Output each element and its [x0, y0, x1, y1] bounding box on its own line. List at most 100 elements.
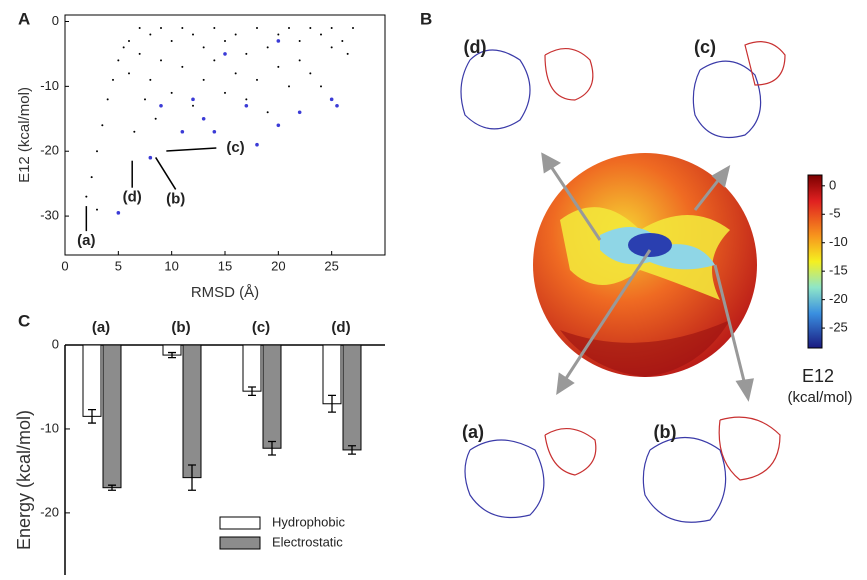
- y-axis-title: E12 (kcal/mol): [16, 87, 33, 183]
- point: [234, 72, 237, 75]
- structure-label: (b): [654, 422, 677, 442]
- point: [213, 59, 216, 62]
- panel-label: A: [18, 9, 30, 28]
- point: [309, 72, 312, 75]
- x-tick-label: 25: [324, 258, 338, 273]
- point: [192, 104, 194, 107]
- error-bar: [268, 440, 276, 456]
- error-bar: [188, 464, 196, 491]
- error-bar: [348, 445, 356, 455]
- point: [138, 26, 141, 29]
- x-tick-label: 5: [115, 258, 122, 273]
- error-bar: [108, 484, 116, 491]
- point: [213, 26, 216, 29]
- colorbar-tick-label: 0: [829, 177, 836, 192]
- bar: [82, 344, 102, 417]
- point: [181, 65, 184, 68]
- point: [297, 110, 302, 115]
- bar: [182, 344, 202, 479]
- point: [335, 104, 339, 108]
- legend-swatch: [219, 516, 261, 530]
- y-tick-label: -10: [40, 78, 59, 93]
- point: [256, 26, 258, 29]
- error-bar: [248, 386, 256, 397]
- y-tick-label: 0: [52, 336, 59, 351]
- point: [276, 39, 281, 43]
- point: [181, 26, 184, 29]
- panel-label: C: [18, 311, 30, 330]
- point: [149, 33, 152, 36]
- point: [144, 98, 146, 101]
- point: [266, 111, 269, 114]
- protein-structures: [460, 41, 786, 523]
- point: [224, 91, 226, 94]
- point: [170, 91, 173, 94]
- error-bar: [88, 408, 96, 424]
- panel-label: B: [420, 9, 432, 28]
- y-tick-label: -30: [40, 208, 59, 223]
- y-tick-label: 0: [52, 13, 59, 28]
- point: [117, 59, 120, 62]
- point: [106, 98, 109, 101]
- colorbar-label: E12: [802, 366, 834, 386]
- point: [149, 78, 152, 81]
- point: [288, 26, 290, 29]
- structure-label: (d): [464, 37, 487, 57]
- sphere: [533, 153, 757, 377]
- annotation: (d): [123, 189, 142, 206]
- y-tick-label: -20: [40, 504, 59, 519]
- point: [96, 150, 98, 153]
- point: [320, 85, 322, 88]
- point: [116, 211, 121, 215]
- point: [133, 130, 136, 133]
- point: [159, 104, 163, 108]
- y-tick-label: -10: [40, 420, 59, 435]
- point: [330, 46, 333, 49]
- point: [122, 46, 125, 49]
- point: [277, 33, 280, 36]
- point: [138, 52, 141, 55]
- bar: [262, 344, 282, 449]
- point: [180, 129, 185, 134]
- legend-label: Electrostatic: [272, 534, 343, 549]
- point: [244, 104, 249, 108]
- point: [201, 116, 206, 121]
- point: [191, 97, 195, 102]
- point: [276, 123, 281, 128]
- x-tick-label: 20: [271, 258, 285, 273]
- x-tick-label: 10: [164, 258, 178, 273]
- point: [154, 117, 157, 120]
- colorbar-tick-label: -10: [829, 234, 848, 249]
- point: [223, 52, 227, 56]
- x-tick-label: 0: [61, 258, 68, 273]
- point: [96, 208, 98, 211]
- x-tick-label: 15: [218, 258, 232, 273]
- bar: [242, 344, 262, 392]
- point: [90, 176, 93, 179]
- colorbar-tick-label: -20: [829, 291, 848, 306]
- point: [277, 65, 280, 68]
- structure-label: (c): [694, 37, 716, 57]
- annotation: (c): [226, 139, 244, 156]
- point: [346, 52, 349, 55]
- point: [255, 142, 259, 147]
- error-bar: [328, 394, 336, 413]
- point: [245, 98, 248, 101]
- point: [224, 39, 226, 42]
- point: [112, 78, 114, 81]
- point: [101, 124, 104, 127]
- point: [309, 26, 312, 29]
- y-tick-label: -20: [40, 143, 59, 158]
- y-axis-title: Energy (kcal/mol): [14, 410, 34, 550]
- category-label: (c): [252, 319, 270, 336]
- point: [288, 85, 290, 88]
- point: [212, 129, 217, 134]
- point: [192, 33, 194, 36]
- point: [266, 46, 269, 49]
- category-label: (a): [92, 319, 110, 336]
- annotation-arrow: [155, 157, 177, 190]
- colorbar-tick-label: -5: [829, 206, 841, 221]
- point: [330, 26, 333, 29]
- annotation: (a): [77, 232, 95, 249]
- colorbar-unit: (kcal/mol): [787, 389, 852, 406]
